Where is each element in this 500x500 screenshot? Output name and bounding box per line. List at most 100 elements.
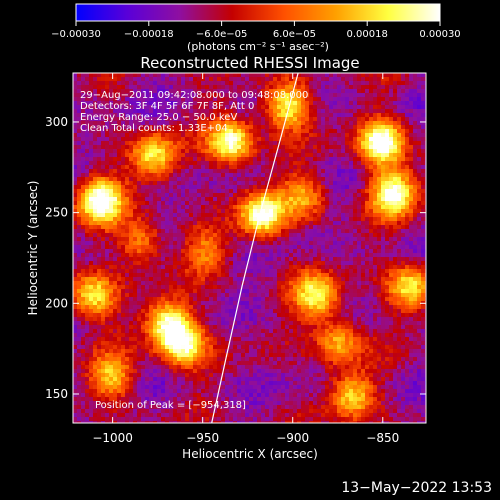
- heatmap-cell: [225, 129, 229, 133]
- heatmap-cell: [277, 89, 281, 93]
- heatmap-cell: [329, 133, 333, 137]
- heatmap-cell: [181, 113, 185, 117]
- heatmap-cell: [341, 73, 345, 77]
- heatmap-cell: [165, 197, 169, 201]
- heatmap-cell: [77, 173, 81, 177]
- heatmap-cell: [117, 273, 121, 277]
- heatmap-cell: [77, 217, 81, 221]
- heatmap-cell: [273, 109, 277, 113]
- heatmap-cell: [373, 293, 377, 297]
- heatmap-cell: [153, 153, 157, 157]
- heatmap-cell: [257, 181, 261, 185]
- heatmap-cell: [313, 93, 317, 97]
- heatmap-cell: [377, 285, 381, 289]
- heatmap-cell: [197, 133, 201, 137]
- heatmap-cell: [269, 257, 273, 261]
- heatmap-cell: [77, 277, 81, 281]
- heatmap-cell: [337, 89, 341, 93]
- heatmap-cell: [365, 185, 369, 189]
- heatmap-cell: [181, 285, 185, 289]
- heatmap-cell: [377, 261, 381, 265]
- heatmap-cell: [233, 161, 237, 165]
- heatmap-cell: [409, 261, 413, 265]
- heatmap-cell: [213, 149, 217, 153]
- heatmap-cell: [261, 289, 265, 293]
- heatmap-cell: [233, 149, 237, 153]
- heatmap-cell: [129, 133, 133, 137]
- heatmap-cell: [381, 225, 385, 229]
- heatmap-cell: [117, 249, 121, 253]
- heatmap-cell: [393, 281, 397, 285]
- heatmap-cell: [153, 273, 157, 277]
- heatmap-cell: [353, 181, 357, 185]
- heatmap-cell: [301, 197, 305, 201]
- heatmap-cell: [389, 117, 393, 121]
- heatmap-cell: [265, 93, 269, 97]
- heatmap-cell: [325, 145, 329, 149]
- heatmap-cell: [245, 97, 249, 101]
- heatmap-cell: [297, 257, 301, 261]
- heatmap-cell: [129, 277, 133, 281]
- heatmap-cell: [249, 273, 253, 277]
- heatmap-cell: [97, 173, 101, 177]
- heatmap-cell: [313, 77, 317, 81]
- heatmap-cell: [309, 97, 313, 101]
- heatmap-cell: [141, 145, 145, 149]
- heatmap-cell: [185, 273, 189, 277]
- heatmap-cell: [237, 237, 241, 241]
- heatmap-cell: [161, 213, 165, 217]
- heatmap-cell: [85, 181, 89, 185]
- heatmap-cell: [281, 185, 285, 189]
- heatmap-cell: [257, 125, 261, 129]
- heatmap-cell: [305, 261, 309, 265]
- heatmap-cell: [221, 89, 225, 93]
- heatmap-cell: [405, 85, 409, 89]
- heatmap-cell: [401, 253, 405, 257]
- heatmap-cell: [381, 177, 385, 181]
- heatmap-cell: [365, 161, 369, 165]
- heatmap-cell: [113, 249, 117, 253]
- heatmap-cell: [109, 205, 113, 209]
- heatmap-cell: [85, 277, 89, 281]
- heatmap-cell: [89, 129, 93, 133]
- heatmap-cell: [197, 253, 201, 257]
- heatmap-cell: [381, 157, 385, 161]
- heatmap-cell: [365, 261, 369, 265]
- heatmap-cell: [89, 185, 93, 189]
- heatmap-cell: [393, 273, 397, 277]
- heatmap-cell: [89, 213, 93, 217]
- heatmap-cell: [317, 125, 321, 129]
- heatmap-cell: [161, 205, 165, 209]
- heatmap-cell: [377, 141, 381, 145]
- heatmap-cell: [401, 229, 405, 233]
- heatmap-cell: [273, 137, 277, 141]
- heatmap-cell: [165, 153, 169, 157]
- heatmap-cell: [345, 157, 349, 161]
- heatmap-cell: [221, 245, 225, 249]
- heatmap-cell: [321, 153, 325, 157]
- heatmap-cell: [273, 133, 277, 137]
- heatmap-cell: [153, 209, 157, 213]
- heatmap-cell: [77, 97, 81, 101]
- heatmap-cell: [105, 109, 109, 113]
- heatmap-cell: [141, 257, 145, 261]
- heatmap-cell: [417, 181, 421, 185]
- heatmap-cell: [325, 101, 329, 105]
- heatmap-cell: [201, 109, 205, 113]
- heatmap-cell: [285, 265, 289, 269]
- heatmap-cell: [185, 121, 189, 125]
- heatmap-cell: [393, 213, 397, 217]
- heatmap-cell: [169, 293, 173, 297]
- heatmap-cell: [177, 217, 181, 221]
- heatmap-cell: [217, 125, 221, 129]
- heatmap-cell: [349, 225, 353, 229]
- heatmap-cell: [345, 173, 349, 177]
- heatmap-cell: [385, 285, 389, 289]
- heatmap-cell: [113, 273, 117, 277]
- heatmap-cell: [253, 221, 257, 225]
- heatmap-cell: [353, 213, 357, 217]
- heatmap-cell: [85, 225, 89, 229]
- heatmap-cell: [377, 169, 381, 173]
- heatmap-cell: [389, 101, 393, 105]
- heatmap-cell: [417, 177, 421, 181]
